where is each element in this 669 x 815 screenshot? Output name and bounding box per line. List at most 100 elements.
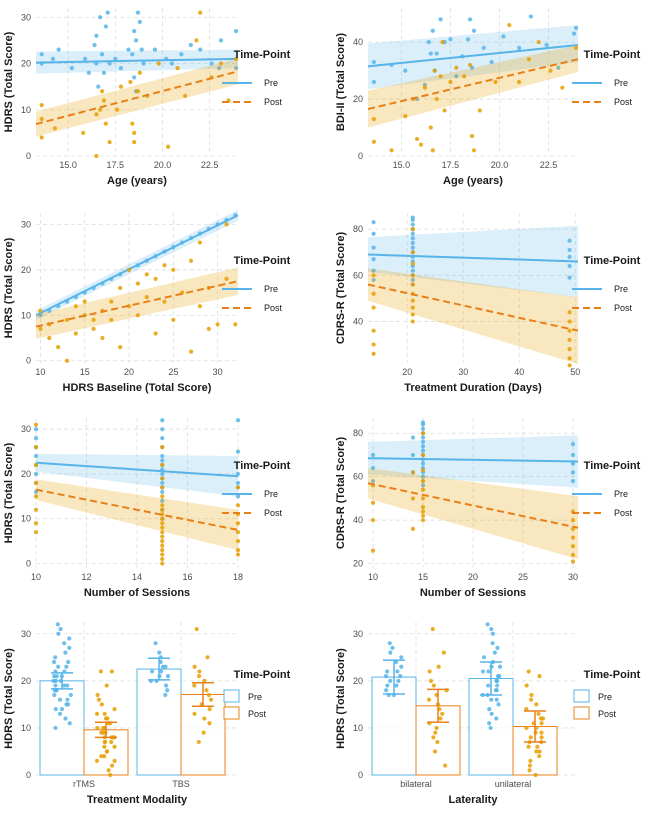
x-tick-label: 30: [568, 572, 578, 582]
pre-point: [188, 42, 193, 48]
pre-point: [489, 697, 494, 702]
post-point: [370, 518, 376, 523]
legend-pre-label: Pre: [598, 692, 612, 702]
y-tick-label: 30: [21, 12, 31, 22]
post-point: [524, 683, 529, 688]
x-tick-label: 20: [124, 367, 134, 377]
pre-point: [67, 636, 72, 641]
post-point: [420, 505, 426, 510]
pre-point: [410, 277, 415, 283]
x-tick-label: 20: [468, 572, 478, 582]
pre-point: [132, 75, 137, 80]
post-point: [99, 89, 105, 94]
post-point: [196, 739, 201, 745]
legend-post-label: Post: [264, 97, 283, 107]
post-point: [56, 344, 61, 350]
pre-point: [494, 716, 499, 721]
post-point: [567, 319, 572, 324]
pre-point: [235, 449, 241, 454]
post-point: [106, 768, 111, 773]
y-axis-label: HDRS (Total Score): [3, 237, 15, 338]
pre-point: [410, 222, 415, 227]
pre-point: [160, 664, 165, 669]
x-axis-label: HDRS Baseline (Total Score): [63, 382, 212, 394]
post-point: [436, 664, 441, 669]
post-point: [537, 749, 542, 754]
post-point: [188, 349, 194, 354]
pre-point: [394, 659, 399, 665]
x-tick-label: 15.0: [393, 160, 411, 170]
legend-title: Time-Point: [234, 49, 291, 61]
pre-point: [57, 711, 63, 716]
post-regression-line: [35, 70, 239, 126]
pre-point: [160, 489, 165, 494]
post-point: [130, 121, 135, 126]
post-point: [156, 61, 161, 66]
y-tick-label: 20: [353, 559, 363, 569]
post-point: [188, 258, 194, 263]
post-point: [430, 626, 435, 632]
post-point: [153, 331, 158, 336]
pre-point: [371, 220, 376, 225]
legend-pre-swatch: [573, 689, 590, 703]
pre-point: [165, 688, 170, 693]
pre-point: [571, 31, 577, 36]
pre-point: [51, 659, 57, 665]
pre-point: [420, 461, 426, 466]
x-axis-label: Age (years): [107, 175, 167, 187]
pre-point: [217, 66, 222, 71]
pre-point: [371, 59, 376, 65]
post-point: [160, 530, 165, 535]
pre-point: [467, 17, 473, 22]
pre-point: [56, 664, 61, 669]
pre-point: [371, 79, 376, 85]
legend-pre-label: Pre: [248, 692, 262, 702]
pre-point: [492, 650, 497, 655]
y-axis-label: HDRS (Total Score): [3, 648, 15, 749]
post-point: [438, 74, 443, 79]
post-point: [132, 130, 137, 135]
x-tick-label: 20.0: [154, 160, 172, 170]
post-point: [529, 692, 534, 698]
pre-point: [98, 15, 103, 20]
pre-point: [489, 711, 494, 716]
pre-point: [403, 68, 408, 73]
pre-point: [62, 683, 67, 688]
pre-point: [209, 61, 214, 66]
post-point: [428, 125, 433, 130]
post-point: [540, 716, 546, 721]
pre-confidence-band: [36, 453, 238, 497]
post-point: [570, 535, 576, 540]
post-point: [91, 317, 96, 322]
post-point: [160, 543, 165, 548]
y-tick-label: 80: [353, 224, 363, 234]
post-point: [430, 148, 435, 153]
post-point: [144, 294, 149, 300]
pre-point: [454, 74, 459, 79]
post-point: [493, 79, 498, 85]
post-point: [570, 518, 576, 523]
post-point: [403, 114, 408, 119]
post-point: [192, 664, 197, 669]
pre-point: [399, 664, 404, 669]
post-point: [171, 267, 176, 272]
pre-point: [118, 66, 124, 71]
post-point: [132, 140, 137, 145]
post-point: [370, 500, 376, 505]
pre-regression-line: [35, 461, 239, 478]
post-point: [160, 503, 165, 508]
pre-point: [410, 452, 416, 458]
pre-point: [489, 626, 494, 632]
x-tick-label: unilateral: [495, 779, 532, 789]
chart-p2: 0 20 40 Age (years) BDI-II (Total Score) 15.0…: [335, 8, 641, 187]
post-point: [533, 772, 538, 778]
y-tick-label: 0: [26, 151, 31, 161]
pre-point: [570, 452, 576, 458]
y-tick-label: 20: [21, 676, 31, 686]
x-tick-label: 22.5: [540, 160, 558, 170]
post-point: [570, 552, 576, 558]
y-axis-label: CDRS-R (Total Score): [335, 437, 347, 550]
post-point: [208, 697, 214, 702]
post-point: [112, 706, 117, 712]
